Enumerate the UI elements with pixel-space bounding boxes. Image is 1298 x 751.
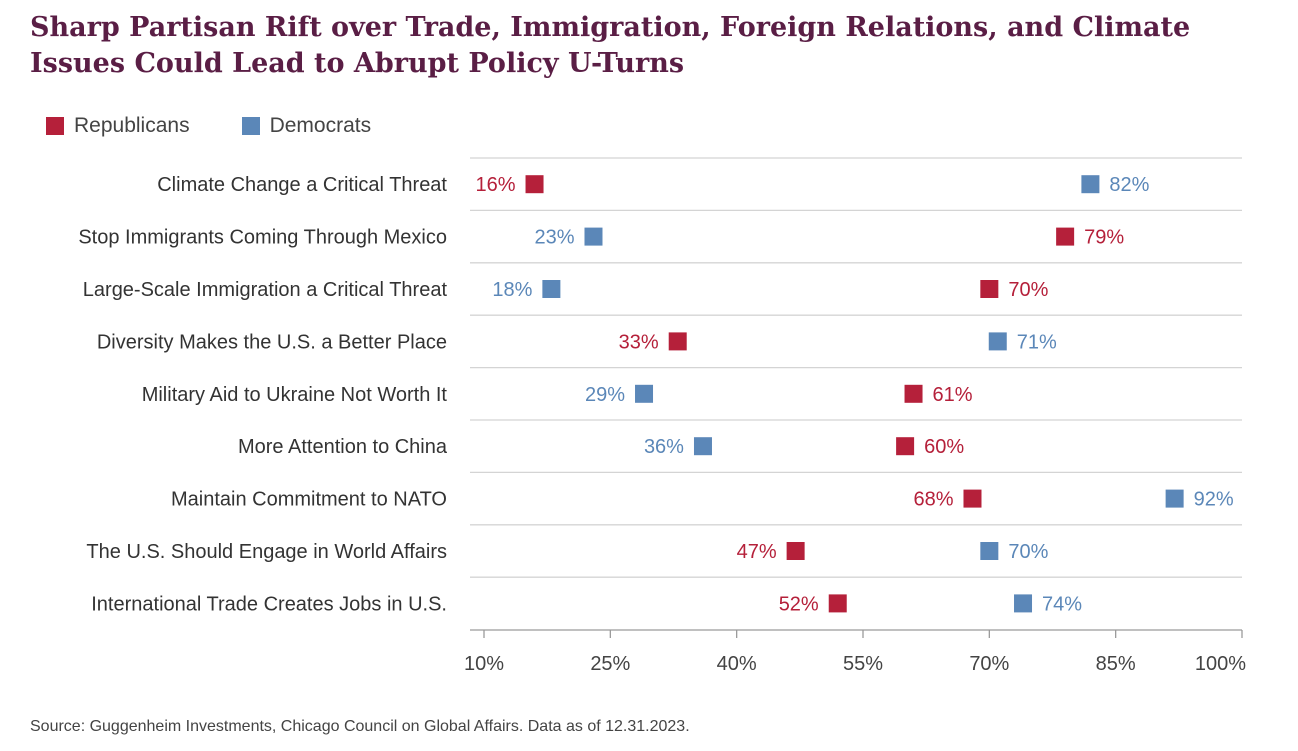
democrat-marker [988, 332, 1007, 351]
republican-marker [828, 594, 847, 613]
row-label: Stop Immigrants Coming Through Mexico [78, 227, 447, 249]
row-label: The U.S. Should Engage in World Affairs [86, 541, 447, 563]
republican-value-label: 61% [933, 384, 973, 406]
x-tick-label: 85% [1096, 653, 1136, 675]
republican-marker [896, 437, 915, 456]
row-label: More Attention to China [238, 436, 448, 458]
democrat-value-label: 36% [644, 436, 684, 458]
republican-marker [525, 175, 544, 194]
republican-value-label: 47% [737, 541, 777, 563]
republican-value-label: 16% [476, 174, 516, 196]
x-tick-label: 10% [464, 653, 504, 675]
republican-value-label: 68% [913, 489, 953, 511]
dot-plot-chart: 10% 25% 40% 55% 70% 85% 100% Climate Change a C… [78, 157, 1246, 675]
row-label: Climate Change a Critical Threat [157, 174, 447, 196]
legend-label-republicans: Republicans [74, 114, 190, 137]
republican-marker [786, 542, 805, 560]
democrat-value-label: 70% [1008, 541, 1048, 563]
democrat-value-label: 23% [534, 227, 574, 249]
democrat-marker [542, 280, 561, 298]
democrat-marker [693, 437, 712, 456]
republican-marker [1056, 227, 1075, 246]
x-tick-label: 40% [717, 653, 757, 675]
republican-marker [980, 280, 999, 298]
legend-swatch-republicans [46, 117, 64, 135]
democrat-marker [635, 384, 654, 403]
democrat-value-label: 71% [1017, 331, 1057, 353]
republican-marker [963, 489, 982, 508]
republican-marker [668, 332, 687, 351]
row-label: International Trade Creates Jobs in U.S. [91, 593, 447, 615]
republican-value-label: 79% [1084, 227, 1124, 249]
democrat-marker [584, 227, 603, 246]
democrat-marker [1081, 175, 1100, 194]
x-tick-label: 55% [843, 653, 883, 675]
row-label: Diversity Makes the U.S. a Better Place [97, 331, 447, 353]
democrat-marker [1165, 489, 1184, 508]
row-label: Maintain Commitment to NATO [171, 489, 447, 511]
x-tick-label: 25% [590, 653, 630, 675]
source-note: Source: Guggenheim Investments, Chicago … [30, 718, 690, 735]
legend: Republicans Democrats [46, 112, 371, 140]
legend-item-republicans: Republicans [46, 114, 190, 138]
republican-value-label: 70% [1008, 279, 1048, 301]
democrat-value-label: 92% [1194, 489, 1234, 511]
x-tick-label: 100% [1195, 653, 1246, 675]
republican-value-label: 52% [779, 593, 819, 615]
democrat-marker [980, 542, 999, 560]
republican-marker [904, 384, 923, 403]
democrat-value-label: 29% [585, 384, 625, 406]
legend-label-democrats: Democrats [269, 114, 372, 137]
democrat-marker [1014, 594, 1033, 613]
legend-swatch-democrats [241, 117, 260, 135]
chart-title: Sharp Partisan Rift over Trade, Immigrat… [30, 12, 1191, 79]
democrat-value-label: 74% [1042, 593, 1082, 615]
x-tick-label: 70% [969, 653, 1009, 675]
legend-item-democrats: Democrats [241, 114, 372, 138]
democrat-value-label: 18% [492, 279, 532, 301]
row-label: Military Aid to Ukraine Not Worth It [142, 384, 448, 406]
row-label: Large-Scale Immigration a Critical Threa… [83, 279, 448, 301]
republican-value-label: 60% [924, 436, 964, 458]
republican-value-label: 33% [619, 331, 659, 353]
democrat-value-label: 82% [1109, 174, 1149, 196]
